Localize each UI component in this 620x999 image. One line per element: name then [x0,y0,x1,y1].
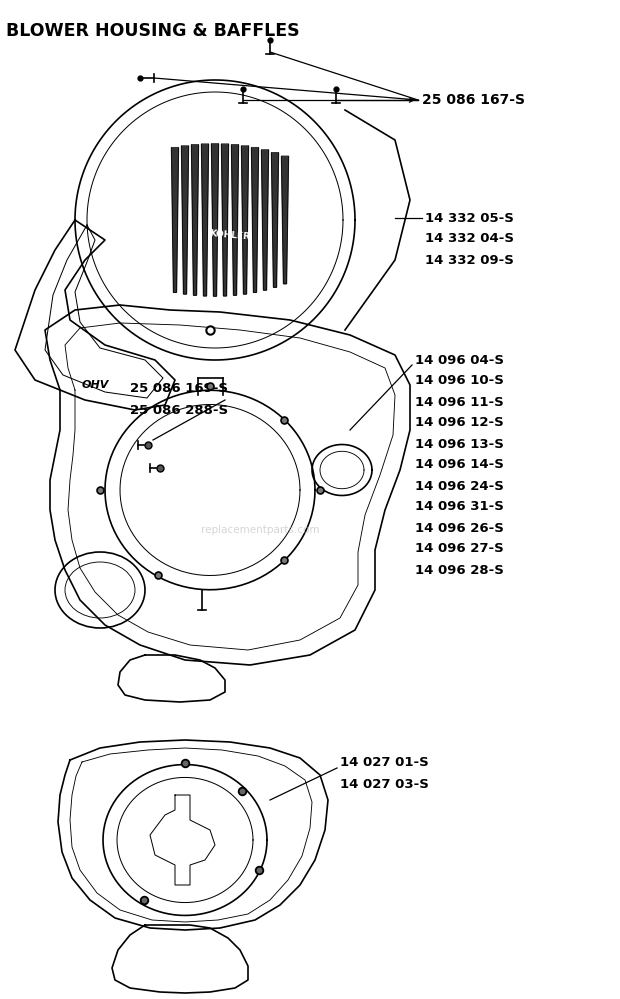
Text: 14 096 14-S: 14 096 14-S [415,459,504,472]
Polygon shape [192,145,198,296]
Text: 14 096 13-S: 14 096 13-S [415,438,504,451]
Polygon shape [252,148,259,293]
Text: 25 086 169-S: 25 086 169-S [130,382,228,395]
Polygon shape [231,145,239,296]
Polygon shape [262,150,268,290]
Text: 14 096 11-S: 14 096 11-S [415,396,503,409]
Text: 25 086 167-S: 25 086 167-S [422,93,525,107]
Text: 14 332 04-S: 14 332 04-S [425,233,514,246]
Text: 14 096 10-S: 14 096 10-S [415,375,504,388]
Text: 14 096 26-S: 14 096 26-S [415,521,504,534]
Text: 14 096 04-S: 14 096 04-S [415,354,504,367]
Polygon shape [172,148,179,293]
Text: KOHLER: KOHLER [210,229,250,242]
Polygon shape [272,153,278,288]
Text: OHV: OHV [81,380,108,390]
Text: 14 027 01-S: 14 027 01-S [340,756,429,769]
Text: 14 096 28-S: 14 096 28-S [415,563,504,576]
Polygon shape [242,146,249,294]
Text: 14 332 05-S: 14 332 05-S [425,212,514,225]
Text: 25 086 288-S: 25 086 288-S [130,404,228,417]
Text: 14 332 09-S: 14 332 09-S [425,254,514,267]
Polygon shape [211,144,218,296]
Text: 14 096 27-S: 14 096 27-S [415,542,503,555]
Text: 14 096 24-S: 14 096 24-S [415,480,504,493]
Polygon shape [221,144,229,296]
Text: 14 096 12-S: 14 096 12-S [415,417,503,430]
Text: BLOWER HOUSING & BAFFLES: BLOWER HOUSING & BAFFLES [6,22,299,40]
Text: 14 096 31-S: 14 096 31-S [415,500,504,513]
Polygon shape [281,156,288,284]
Text: replacementparts.com: replacementparts.com [201,525,319,535]
Polygon shape [202,144,208,296]
Text: 14 027 03-S: 14 027 03-S [340,778,429,791]
Polygon shape [182,146,188,294]
